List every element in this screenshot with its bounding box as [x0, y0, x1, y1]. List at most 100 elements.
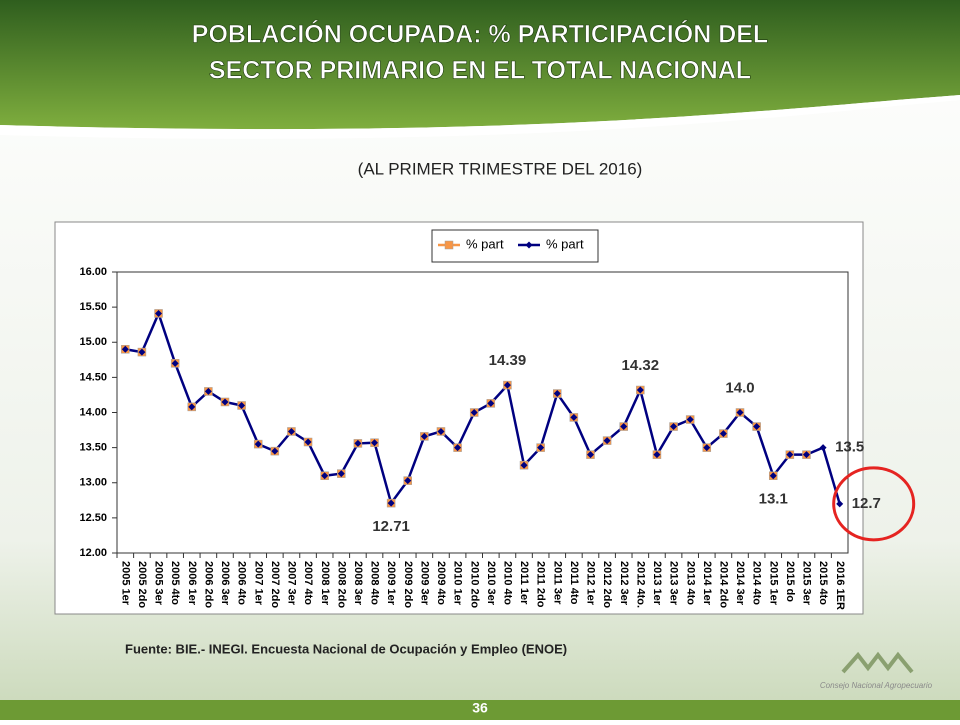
x-tick-label: 2008 3er	[352, 561, 364, 606]
x-tick-label: 2010 2do	[468, 561, 480, 608]
legend-label: % part	[546, 236, 584, 251]
data-point	[653, 451, 661, 459]
data-label: 13.1	[759, 491, 788, 508]
data-point	[636, 386, 644, 394]
x-tick-label: 2006 2do	[202, 561, 214, 608]
x-tick-label: 2011 1er	[518, 561, 530, 605]
x-tick-label: 2007 1er	[252, 561, 264, 606]
x-tick-label: 2013 3er	[668, 561, 680, 606]
x-tick-label: 2011 4to	[568, 561, 580, 605]
legend-marker	[525, 241, 533, 249]
x-tick-label: 2006 1er	[186, 561, 198, 606]
logo-icon	[841, 651, 914, 674]
x-tick-label: 2005 2do	[136, 561, 148, 608]
data-label: 13.5	[835, 439, 864, 456]
x-tick-label: 2008 1er	[319, 561, 331, 606]
x-tick-label: 2013 4to	[684, 561, 696, 605]
data-point	[487, 399, 495, 407]
data-point	[420, 432, 428, 440]
x-tick-label: 2011 3er	[551, 561, 563, 605]
data-label: 12.71	[372, 518, 410, 535]
x-tick-label: 2008 2do	[335, 561, 347, 608]
x-tick-label: 2014 1er	[701, 561, 713, 606]
data-point	[620, 423, 628, 431]
x-tick-label: 2013 1er	[651, 561, 663, 606]
x-tick-label: 2005 1er	[119, 561, 131, 606]
data-point	[769, 472, 777, 480]
data-point	[271, 447, 279, 455]
x-tick-label: 2011 2do	[535, 561, 547, 608]
data-point	[686, 416, 694, 424]
data-point	[121, 345, 129, 353]
data-point	[786, 451, 794, 459]
data-point	[802, 451, 810, 459]
data-point	[736, 409, 744, 416]
data-point	[719, 430, 727, 438]
y-tick-label: 14.50	[79, 371, 107, 383]
data-point	[819, 444, 827, 452]
x-tick-label: 2009 1er	[385, 561, 397, 606]
data-point	[537, 444, 545, 452]
x-tick-label: 2006 3er	[219, 561, 231, 606]
highlight-circle	[832, 466, 916, 542]
data-point	[354, 439, 362, 447]
y-tick-label: 13.00	[79, 477, 107, 489]
x-tick-label: 2010 4to	[502, 561, 514, 605]
x-tick-label: 2014 2do	[717, 561, 729, 608]
x-tick-label: 2012 1er	[585, 561, 597, 606]
data-label: 12.7	[852, 495, 881, 512]
data-point	[703, 444, 711, 452]
header-band	[0, 0, 960, 130]
page-number: 36	[472, 700, 488, 716]
data-label: 14.39	[489, 352, 527, 369]
data-point	[221, 398, 229, 406]
x-tick-label: 2009 2do	[402, 561, 414, 608]
y-tick-label: 15.00	[79, 336, 107, 348]
x-tick-label: 2009 3er	[418, 561, 430, 606]
data-point	[586, 451, 594, 459]
x-tick-label: 2005 3er	[153, 561, 165, 606]
data-point	[753, 423, 761, 431]
y-tick-label: 12.50	[79, 512, 107, 524]
x-tick-label: 2012 3er	[618, 561, 630, 606]
data-point	[503, 381, 511, 389]
x-tick-label: 2012 4to.	[634, 561, 646, 608]
data-point	[204, 387, 212, 395]
data-label: 14.0	[725, 379, 754, 396]
y-tick-label: 13.50	[79, 442, 107, 454]
source: Fuente: BIE.- INEGI. Encuesta Nacional d…	[125, 641, 567, 656]
data-point	[171, 359, 179, 367]
data-point	[404, 477, 412, 485]
data-point	[454, 444, 462, 452]
y-tick-label: 12.00	[79, 547, 107, 559]
plot-area	[116, 271, 849, 554]
y-tick-label: 15.50	[79, 301, 107, 313]
data-point	[670, 423, 678, 431]
title-line: SECTOR PRIMARIO EN EL TOTAL NACIONAL	[209, 57, 751, 85]
data-point	[836, 500, 844, 508]
data-point	[188, 403, 196, 411]
data-point	[287, 427, 295, 435]
data-point	[138, 348, 146, 356]
x-tick-label: 2015 do	[784, 561, 796, 602]
legend-label: % part	[466, 236, 504, 251]
x-tick-label: 2007 3er	[286, 561, 298, 606]
data-point	[238, 401, 246, 409]
x-tick-label: 2008 4to	[369, 561, 381, 605]
data-point	[520, 461, 528, 469]
x-tick-label: 2015 4to	[817, 561, 829, 605]
title-line: POBLACIÓN OCUPADA: % PARTICIPACIÓN DEL	[192, 19, 768, 49]
data-point	[553, 390, 561, 398]
x-tick-label: 2007 2do	[269, 561, 281, 608]
data-point	[304, 438, 312, 446]
y-tick-label: 14.00	[79, 406, 107, 418]
data-point	[570, 413, 578, 421]
data-point	[437, 427, 445, 435]
data-point	[155, 309, 163, 317]
x-tick-label: 2010 1er	[452, 561, 464, 606]
x-tick-label: 2014 4to	[751, 561, 763, 605]
x-tick-label: 2009 4to	[435, 561, 447, 605]
footer-band	[0, 700, 960, 720]
x-tick-label: 2014 3er	[734, 561, 746, 606]
x-tick-label: 2012 2do	[601, 561, 613, 608]
